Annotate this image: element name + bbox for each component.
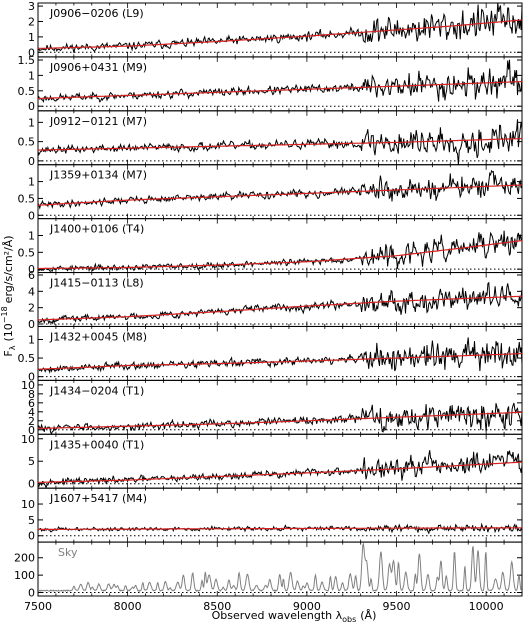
panel-j0906-0431: 0 0.5 1 1.5 J0906+0431 (M9) <box>18 54 523 113</box>
panel-j1432-0045-model-line <box>38 353 522 370</box>
panel-j1434-0204-label: J1434−0204 (T1) <box>49 384 144 397</box>
panel-j0912-0121-label: J0912−0121 (M7) <box>49 115 147 128</box>
panel-sky-ytick-label-2: 200 <box>14 552 35 565</box>
panel-j1434-0204-ytick-label-5: 10 <box>21 379 35 392</box>
panel-j1400-0106-spectrum-line <box>38 230 522 273</box>
panel-j1435-0040-model-line <box>38 461 522 483</box>
panel-j1432-0045-ytick-label-0: 0 <box>28 371 35 384</box>
panel-j1434-0204-ytick-label-0: 0 <box>28 424 35 437</box>
panel-j0906-0206-spectrum-line <box>38 3 522 53</box>
panel-j0906-0431-ytick-label-1: 0.5 <box>18 85 36 98</box>
panel-j1432-0045-spectrum-line <box>38 337 522 375</box>
panel-j0906-0431-ytick-label-0: 0 <box>28 100 35 113</box>
panel-j1434-0204-ytick-label-3: 6 <box>28 397 35 410</box>
panel-j1359-0134-ytick-label-1: 0.5 <box>18 192 36 205</box>
panel-j0906-0206-ytick-label-1: 1 <box>28 31 35 44</box>
panel-j1359-0134-ytick-label-2: 1 <box>28 176 35 189</box>
panel-j1607-5417-label: J1607+5417 (M4) <box>49 492 147 505</box>
panel-j1415-0113-ytick-label-1: 2 <box>28 302 35 315</box>
panel-j1400-0106-ytick-label-2: 1 <box>28 229 35 242</box>
y-axis-label: Fλ(10−18erg/s/cm²/Å) <box>0 235 17 356</box>
sky-spectrum-line <box>38 542 522 593</box>
panel-j1432-0045: 0 0.5 1 J1432+0045 (M8) <box>18 325 523 384</box>
panel-j0906-0431-label: J0906+0431 (M9) <box>49 61 147 74</box>
panel-j0906-0206: 0 1 2 3 J0906−0206 (L9) <box>28 0 523 59</box>
panel-j1435-0040-spectrum-line <box>38 450 522 489</box>
panel-j0906-0206-model-line <box>38 19 522 49</box>
panel-j1607-5417-ytick-label-0: 0 <box>28 530 35 543</box>
panel-j1415-0113-ytick-label-0: 0 <box>28 318 35 331</box>
panel-j1434-0204-ytick-label-4: 8 <box>28 388 35 401</box>
panel-j0906-0206-ytick-label-3: 3 <box>28 0 35 13</box>
x-axis: 7500 8000 8500 9000 9500 10000 <box>24 600 504 613</box>
panel-j1400-0106-ytick-label-0: 0 <box>28 263 35 276</box>
x-axis-label: Observed wavelength λobs (Å) <box>212 609 377 623</box>
panel-j0912-0121: 0 0.5 1 J0912−0121 (M7) <box>18 110 523 168</box>
panel-j1434-0204-ytick-label-1: 2 <box>28 415 35 428</box>
panel-j1400-0106-model-line <box>38 239 522 270</box>
panel-j1415-0113-ytick-label-3: 6 <box>28 269 35 282</box>
xtick-label-5: 10000 <box>469 600 504 613</box>
panel-j1400-0106-label: J1400+0106 (T4) <box>49 223 144 236</box>
spectra-panels: 0 1 2 3 J0906−0206 (L9) 0 0.5 1 1.5 J0906+0431 (M… <box>14 0 523 600</box>
panel-j1607-5417-ytick-label-1: 5 <box>28 514 35 527</box>
panel-j0912-0121-ytick-label-0: 0 <box>28 155 35 168</box>
panel-j1432-0045-ytick-label-1: 0.5 <box>18 352 36 365</box>
panel-j1434-0204-model-line <box>38 411 522 429</box>
xtick-label-3: 9000 <box>293 600 321 613</box>
xtick-label-0: 7500 <box>24 600 52 613</box>
panel-j1432-0045-ytick-label-2: 1 <box>28 333 35 346</box>
sky-label: Sky <box>58 546 78 559</box>
panel-j0912-0121-ytick-label-2: 1 <box>28 116 35 129</box>
panel-sky: 0 100 200 Sky <box>14 541 523 600</box>
panel-j1435-0040: 0 5 10 J1435+0040 (T1) <box>21 433 523 491</box>
panel-j0906-0431-ytick-label-2: 1 <box>28 69 35 82</box>
panel-j1435-0040-ytick-label-1: 5 <box>28 455 35 468</box>
panel-j0906-0206-ytick-label-2: 2 <box>28 15 35 28</box>
xtick-label-2: 8500 <box>203 600 231 613</box>
panel-j1434-0204-ytick-label-2: 4 <box>28 406 35 419</box>
panel-j1435-0040-ytick-label-0: 0 <box>28 478 35 491</box>
panel-j1435-0040-label: J1435+0040 (T1) <box>49 438 144 451</box>
panel-j1415-0113-model-line <box>38 295 522 321</box>
panel-j1434-0204-spectrum-line <box>38 402 522 435</box>
panel-j1400-0106-ytick-label-1: 0.5 <box>18 246 36 259</box>
xtick-label-4: 9500 <box>383 600 411 613</box>
panel-sky-frame <box>37 541 523 597</box>
panel-j1359-0134-ytick-label-0: 0 <box>28 209 35 222</box>
panel-j1435-0040-ytick-label-2: 10 <box>21 433 35 446</box>
panel-j1415-0113-label: J1415−0113 (L8) <box>49 277 144 290</box>
panel-j0912-0121-model-line <box>38 137 522 151</box>
panel-j0906-0431-ytick-label-3: 1.5 <box>18 54 36 67</box>
panel-j1415-0113-ytick-label-2: 4 <box>28 285 35 298</box>
panel-j1359-0134-model-line <box>38 184 522 206</box>
panel-j1432-0045-label: J1432+0045 (M8) <box>49 330 147 343</box>
panel-j1400-0106: 0 0.5 1 J1400+0106 (T4) <box>18 218 523 276</box>
panel-j0912-0121-ytick-label-1: 0.5 <box>18 136 36 149</box>
panel-j1415-0113-spectrum-line <box>38 281 522 325</box>
panel-j0906-0206-label: J0906−0206 (L9) <box>49 7 144 20</box>
panel-j1359-0134-label: J1359+0134 (M7) <box>49 169 147 182</box>
panel-j0906-0431-model-line <box>38 81 522 100</box>
panel-j1607-5417: 0 5 10 J1607+5417 (M4) <box>21 487 523 543</box>
panel-j1607-5417-model-line <box>38 527 522 531</box>
panel-sky-ytick-label-0: 0 <box>28 587 35 600</box>
panel-j0906-0206-ytick-label-0: 0 <box>28 46 35 59</box>
panel-j1607-5417-ytick-label-2: 10 <box>21 498 35 511</box>
panel-j1415-0113: 0 2 4 6 J1415−0113 (L8) <box>28 269 523 331</box>
panel-sky-ytick-label-1: 100 <box>14 569 35 582</box>
xtick-label-1: 8000 <box>114 600 142 613</box>
panel-j1359-0134: 0 0.5 1 J1359+0134 (M7) <box>18 164 523 222</box>
